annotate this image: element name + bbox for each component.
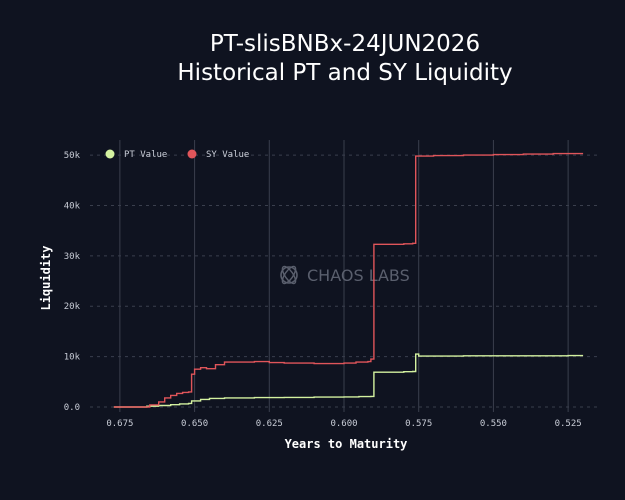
y-tick-label: 40k bbox=[64, 201, 81, 211]
chart-title: PT-slisBNBx-24JUN2026 bbox=[209, 31, 481, 57]
x-tick-label: 0.525 bbox=[555, 419, 582, 429]
chaos-labs-logo-icon bbox=[280, 265, 298, 285]
y-tick-label: 30k bbox=[64, 252, 81, 262]
y-axis-label: Liquidity bbox=[39, 245, 53, 310]
watermark-text: CHAOS LABS bbox=[307, 266, 410, 285]
chart-subtitle: Historical PT and SY Liquidity bbox=[177, 60, 513, 86]
legend-marker bbox=[187, 149, 197, 159]
legend-label: PT Value bbox=[124, 150, 167, 160]
legend-label: SY Value bbox=[206, 150, 249, 160]
legend: PT Value SY Value bbox=[105, 149, 249, 160]
series-line-pt-value bbox=[113, 353, 584, 408]
series-line-sy-value bbox=[113, 152, 584, 408]
y-tick-label: 0.0 bbox=[64, 403, 80, 413]
y-tick-label: 10k bbox=[64, 353, 81, 363]
y-tick-label: 50k bbox=[64, 151, 81, 161]
y-tick-label: 20k bbox=[64, 302, 81, 312]
x-axis-label: Years to Maturity bbox=[285, 437, 408, 451]
x-tick-label: 0.550 bbox=[480, 419, 507, 429]
x-tick-label: 0.575 bbox=[405, 419, 432, 429]
axis-layer: 0.675 0.650 0.625 0.600 0.575 0.550 0.525 0.0 10… bbox=[64, 151, 582, 429]
x-tick-label: 0.650 bbox=[181, 419, 208, 429]
chart-title-block: PT-slisBNBx-24JUN2026 Historical PT and … bbox=[0, 30, 625, 88]
series-layer bbox=[113, 152, 584, 408]
watermark: CHAOS LABS bbox=[280, 265, 410, 285]
x-tick-label: 0.600 bbox=[330, 419, 357, 429]
x-tick-label: 0.675 bbox=[106, 419, 133, 429]
x-tick-label: 0.625 bbox=[256, 419, 283, 429]
legend-marker bbox=[105, 149, 115, 159]
grid-layer bbox=[90, 140, 598, 412]
